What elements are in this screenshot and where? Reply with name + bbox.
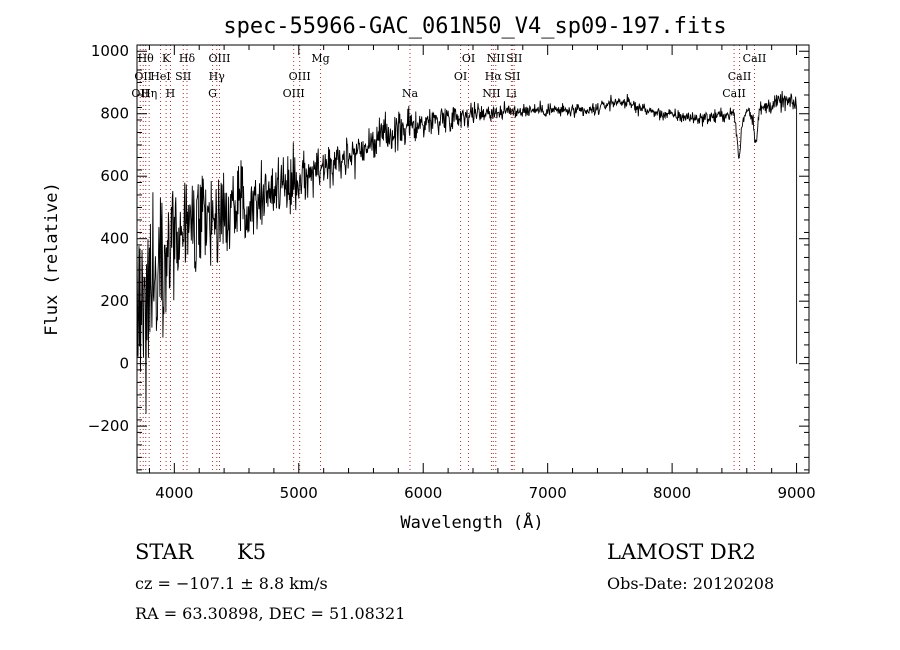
x-tick-label: 5000: [280, 484, 318, 502]
y-tick-label: 800: [100, 105, 129, 123]
x-tick-label: 9000: [777, 484, 815, 502]
line-label: Li: [506, 87, 517, 100]
y-tick-label: 200: [100, 292, 129, 310]
line-label: HeI: [150, 70, 170, 83]
line-label: CaII: [743, 52, 767, 65]
spectrum-series: [136, 90, 798, 414]
line-label: G: [208, 87, 217, 100]
line-label: K: [162, 52, 171, 65]
x-tick-label: 8000: [653, 484, 691, 502]
line-label: H: [166, 87, 176, 100]
coordinates-readout: RA = 63.30898, DEC = 51.08321: [135, 604, 406, 623]
x-tick-label: 4000: [155, 484, 193, 502]
line-label: Mg: [311, 52, 329, 65]
line-label: SII: [504, 70, 520, 83]
x-tick-label: 6000: [404, 484, 442, 502]
line-label: SII: [506, 52, 522, 65]
line-label: OII: [131, 87, 149, 100]
line-label: CaII: [722, 87, 746, 100]
line-label: NII: [487, 52, 505, 65]
velocity-readout: cz = −107.1 ± 8.8 km/s: [135, 574, 328, 593]
y-tick-label: −200: [88, 417, 129, 435]
line-label: Hδ: [179, 52, 196, 65]
x-tick-label: 7000: [529, 484, 567, 502]
object-class: STAR: [135, 540, 194, 564]
x-axis-label: Wavelength (Å): [400, 511, 543, 533]
y-axis-label: Flux (relative): [42, 182, 62, 336]
line-label: Na: [402, 87, 419, 100]
line-label: Hη: [141, 87, 157, 100]
y-tick-label: 400: [100, 230, 129, 248]
y-tick-label: 600: [100, 167, 129, 185]
spectral-line-labels: OIIOIIHθHηHeIKHSIIHδGHγOIIIOIIIOIIIMgNaO…: [131, 52, 766, 100]
line-label: OII: [134, 70, 152, 83]
line-label: Hα: [485, 70, 503, 83]
object-subclass: K5: [237, 540, 267, 564]
survey-name: LAMOST DR2: [607, 540, 756, 564]
line-label: OI: [454, 70, 467, 83]
observation-date: Obs-Date: 20120208: [607, 574, 775, 593]
line-label: CaII: [728, 70, 752, 83]
line-label: OIII: [283, 87, 305, 100]
line-label: OIII: [208, 52, 230, 65]
spectrum-line: [136, 90, 798, 414]
y-tick-label: 1000: [91, 42, 129, 60]
line-label: OI: [462, 52, 475, 65]
spectral-line-markers: [139, 45, 755, 473]
line-label: Hθ: [138, 52, 155, 65]
line-label: SII: [175, 70, 191, 83]
line-label: NII: [482, 87, 500, 100]
line-label: Hγ: [209, 70, 226, 83]
y-tick-label: 0: [119, 355, 129, 373]
axis-ticks: 4000 5000 6000 7000 8000 9000 −200 0 200 400 600 80…: [88, 42, 816, 502]
line-label: OIII: [289, 70, 311, 83]
chart-title: spec-55966-GAC_061N50_V4_sp09-197.fits: [223, 14, 726, 39]
